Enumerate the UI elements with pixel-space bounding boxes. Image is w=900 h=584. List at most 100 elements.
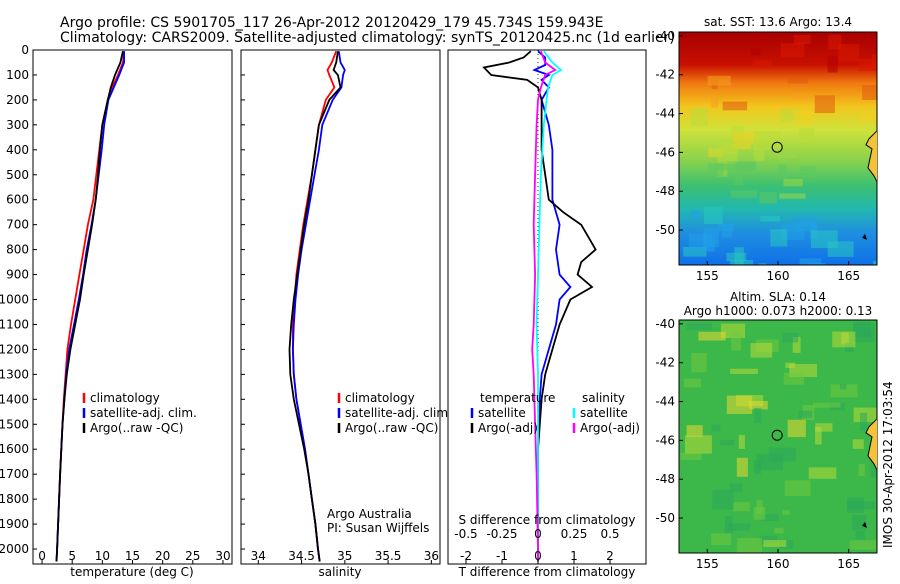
- field-patch: [686, 425, 703, 437]
- y-tick-label: 400: [6, 143, 29, 157]
- x-tick-label: 2: [606, 549, 614, 563]
- field-patch: [782, 332, 799, 343]
- field-patch: [684, 378, 701, 388]
- field-patch: [870, 460, 877, 478]
- field-patch: [852, 439, 864, 449]
- field-patch: [787, 76, 808, 84]
- x-tick-label: 20: [155, 549, 170, 563]
- field-patch: [752, 60, 772, 68]
- y-tick-label: 0: [21, 43, 29, 57]
- field-patch: [704, 207, 723, 224]
- lat-tick-label: -42: [655, 68, 675, 82]
- lat-tick-label: -40: [655, 29, 675, 43]
- salinity-panel: 34 34.5 35 35.5 36 salinity climatologysatel…: [240, 49, 452, 579]
- x-tick-label: 34.5: [288, 549, 315, 563]
- sst-longitude-axis: 155 160 165: [696, 261, 860, 283]
- temperature-series: [55, 51, 125, 562]
- field-patch: [838, 44, 860, 62]
- field-patch: [711, 95, 719, 108]
- difference-series-line-4: [531, 50, 558, 562]
- field-patch: [753, 507, 766, 520]
- field-patch: [707, 75, 731, 86]
- sla-latitude-axis: -40 -42 -44 -46 -48 -50: [655, 317, 683, 525]
- field-patch: [853, 323, 875, 342]
- legend-label: satellite-adj. clim.: [90, 406, 197, 420]
- x-tick-label: 0: [38, 549, 46, 563]
- difference-legend: temperature salinitysatelliteArgo(-adj)sa…: [470, 391, 640, 435]
- field-patch: [758, 263, 767, 265]
- s-tick-label: -0.25: [486, 527, 517, 541]
- temperature-axes-frame: [32, 49, 233, 565]
- difference-axes-frame: [447, 49, 647, 565]
- legend-label: Argo(-adj): [580, 421, 640, 435]
- t-difference-label: T difference from climatology: [458, 565, 636, 579]
- y-tick-label: 1500: [0, 417, 29, 431]
- field-patch: [774, 527, 784, 534]
- y-tick-label: 1900: [0, 517, 29, 531]
- s-tick-label: 0: [534, 527, 542, 541]
- temperature-panel: 0100200300400500600700800900100011001200…: [0, 43, 233, 579]
- field-patch: [793, 110, 814, 126]
- field-patch: [750, 343, 773, 358]
- y-tick-label: 300: [6, 118, 29, 132]
- field-patch: [738, 434, 745, 449]
- field-patch: [772, 150, 798, 158]
- field-patch: [686, 323, 713, 331]
- x-tick-label: 10: [95, 549, 110, 563]
- sla-longitude-axis: 155 160 165: [696, 549, 860, 571]
- legend-label: climatology: [345, 391, 415, 405]
- salinity-xlabel: salinity: [318, 565, 361, 579]
- field-patch: [808, 467, 837, 479]
- field-patch: [779, 193, 806, 199]
- lat-tick-label: -44: [655, 107, 675, 121]
- lat-tick-label: -48: [655, 184, 675, 198]
- field-patch: [855, 530, 866, 540]
- field-patch: [815, 427, 822, 445]
- field-patch: [750, 48, 761, 56]
- imos-timestamp: IMOS 30-Apr-2012 17:03:54: [881, 381, 895, 548]
- field-patch: [731, 333, 742, 351]
- field-patch: [770, 229, 788, 247]
- t-difference-axis: -2 -1 0 1 2: [460, 549, 614, 564]
- field-patch: [759, 535, 778, 544]
- coastline: [865, 130, 878, 183]
- field-patch: [778, 164, 787, 180]
- field-patch: [759, 192, 777, 204]
- lat-tick-label: -46: [655, 145, 675, 159]
- field-patch: [815, 423, 833, 432]
- field-patch: [737, 537, 762, 553]
- s-tick-label: 0.5: [600, 527, 619, 541]
- s-difference-label: S difference from climatology: [459, 513, 636, 527]
- y-tick-label: 2000: [0, 542, 29, 556]
- x-tick-label: 15: [125, 549, 140, 563]
- field-patch: [685, 435, 712, 454]
- x-tick-label: -2: [460, 549, 472, 563]
- sla-coastline: [862, 418, 878, 528]
- island: [862, 233, 867, 240]
- sst-map-title: sat. SST: 13.6 Argo: 13.4: [704, 15, 852, 29]
- legend-label: satellite: [478, 406, 526, 420]
- y-tick-label: 1400: [0, 392, 29, 406]
- lat-tick-label: -44: [655, 395, 675, 409]
- field-patch: [859, 58, 877, 72]
- field-patch: [792, 337, 801, 353]
- lon-tick-label: 165: [837, 557, 860, 571]
- y-tick-label: 1700: [0, 467, 29, 481]
- field-patch: [722, 101, 748, 111]
- s-tick-label: -0.5: [454, 527, 477, 541]
- lat-tick-label: -46: [655, 433, 675, 447]
- field-patch: [753, 131, 782, 150]
- y-tick-label: 700: [6, 218, 29, 232]
- field-patch: [784, 480, 811, 496]
- y-tick-label: 1200: [0, 342, 29, 356]
- legend-label: Argo(..raw -QC): [345, 421, 438, 435]
- x-tick-label: 25: [185, 549, 200, 563]
- sst-coastline: [862, 130, 878, 240]
- island: [862, 521, 867, 528]
- field-patch: [730, 143, 751, 149]
- field-patch: [782, 510, 790, 515]
- field-patch: [728, 523, 751, 531]
- field-patch: [783, 372, 805, 385]
